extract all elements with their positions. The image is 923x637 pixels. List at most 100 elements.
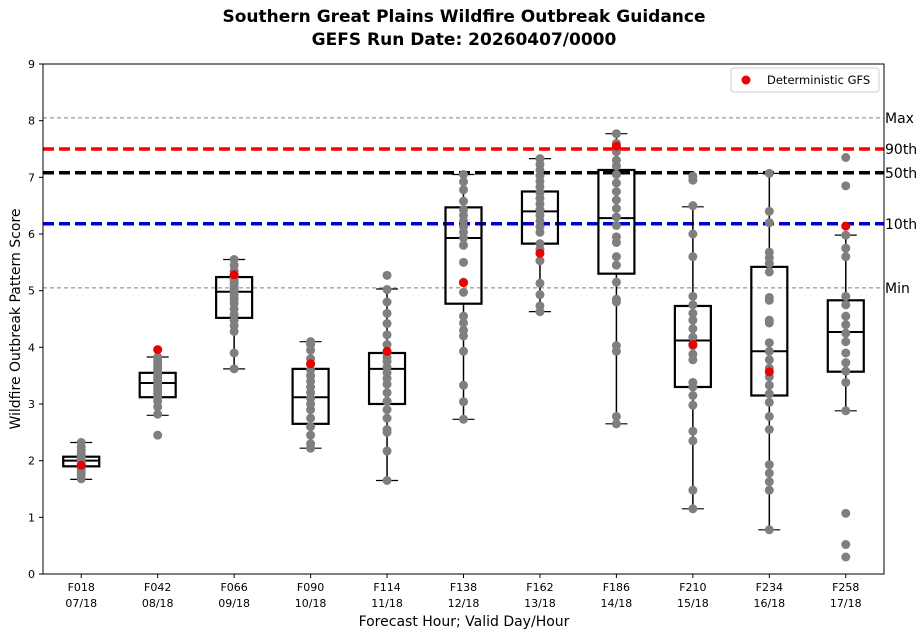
member-point [229, 255, 239, 264]
x-tick-label-hour: F210 [679, 581, 706, 594]
deterministic-gfs-point [459, 278, 468, 288]
member-point [382, 308, 392, 318]
member-point [382, 446, 392, 456]
y-tick-label: 8 [28, 115, 35, 128]
member-point [688, 400, 698, 410]
y-tick-label: 5 [28, 285, 35, 298]
member-point [764, 411, 774, 421]
member-point [688, 349, 698, 359]
member-point [459, 318, 468, 328]
legend: Deterministic GFS [730, 67, 880, 93]
y-axis-label: Wildfire Outbreak Pattern Score [8, 208, 24, 429]
reference-label-p10: 10th [885, 217, 917, 233]
member-point [611, 277, 621, 287]
legend-frame [730, 67, 880, 93]
x-tick-label-hour: F114 [373, 581, 400, 594]
member-point [459, 380, 468, 390]
x-tick-label-hour: F138 [450, 581, 477, 594]
y-tick-label: 3 [28, 398, 35, 411]
x-tick-label-valid: 11/18 [371, 597, 403, 610]
legend-label-deterministic: Deterministic GFS [767, 73, 870, 87]
member-point [764, 380, 774, 390]
member-point [306, 430, 316, 440]
x-tick-label-valid: 12/18 [448, 597, 480, 610]
member-point [306, 439, 316, 449]
member-point [611, 260, 621, 270]
member-point [688, 291, 698, 301]
deterministic-gfs-point [688, 340, 698, 349]
member-point [841, 320, 851, 330]
member-point [76, 438, 86, 448]
member-point [459, 177, 468, 187]
chart-title: Southern Great Plains Wildfire Outbreak … [223, 7, 706, 27]
member-point [382, 270, 392, 280]
member-point [306, 413, 316, 423]
member-point [841, 252, 851, 262]
member-point [459, 397, 468, 407]
member-point [611, 411, 621, 421]
member-point [764, 355, 774, 365]
member-point [382, 425, 392, 434]
deterministic-gfs-point [841, 221, 851, 231]
member-point [841, 153, 851, 162]
member-point [841, 181, 851, 191]
member-point [764, 477, 774, 487]
member-point [153, 409, 163, 419]
member-point [841, 377, 851, 387]
reference-label-max: Max [885, 111, 914, 127]
reference-label-p90: 90th [885, 142, 917, 158]
member-point [611, 294, 621, 304]
member-point [382, 413, 392, 423]
x-tick-label-hour: F234 [756, 581, 783, 594]
chart-subtitle: GEFS Run Date: 20260407/0000 [312, 30, 617, 50]
member-point [841, 366, 851, 376]
member-point [688, 426, 698, 436]
deterministic-gfs-point [764, 367, 774, 377]
deterministic-gfs-point [535, 248, 545, 258]
deterministic-gfs-point [229, 270, 239, 280]
x-tick-label-hour: F186 [603, 581, 630, 594]
member-point [535, 256, 545, 266]
x-axis-label: Forecast Hour; Valid Day/Hour [359, 614, 570, 630]
y-tick-label: 9 [28, 58, 35, 71]
member-point [382, 405, 392, 415]
member-point [688, 171, 698, 181]
member-point [382, 330, 392, 340]
member-point [459, 257, 468, 267]
member-point [611, 129, 621, 139]
member-point [841, 230, 851, 240]
member-point [611, 232, 621, 242]
member-point [688, 315, 698, 325]
member-point [229, 348, 239, 358]
reference-lines: Max 90th 50th 10th Min [43, 111, 917, 297]
member-point [841, 243, 851, 253]
x-tick-label-valid: 15/18 [677, 597, 709, 610]
member-point [611, 341, 621, 351]
member-point [153, 430, 163, 440]
deterministic-gfs-point [153, 345, 163, 355]
member-point [459, 185, 468, 195]
member-point [764, 468, 774, 478]
deterministic-gfs-point [76, 460, 86, 470]
member-point [611, 178, 621, 188]
member-point [764, 389, 774, 399]
x-tick-label-hour: F042 [144, 581, 171, 594]
member-point [841, 348, 851, 358]
member-point [764, 168, 774, 178]
y-tick-label: 4 [28, 341, 35, 354]
x-tick-label-valid: 17/18 [830, 597, 862, 610]
member-point [459, 325, 468, 335]
member-point [688, 300, 698, 310]
member-point [611, 212, 621, 222]
y-tick-label: 7 [28, 171, 35, 184]
member-point [459, 196, 468, 206]
x-tick-label-valid: 14/18 [601, 597, 633, 610]
member-point [764, 267, 774, 277]
member-point [306, 422, 316, 432]
member-point [611, 419, 621, 429]
member-point [459, 170, 468, 179]
member-point [688, 391, 698, 400]
member-point [382, 396, 392, 406]
member-point [382, 297, 392, 307]
